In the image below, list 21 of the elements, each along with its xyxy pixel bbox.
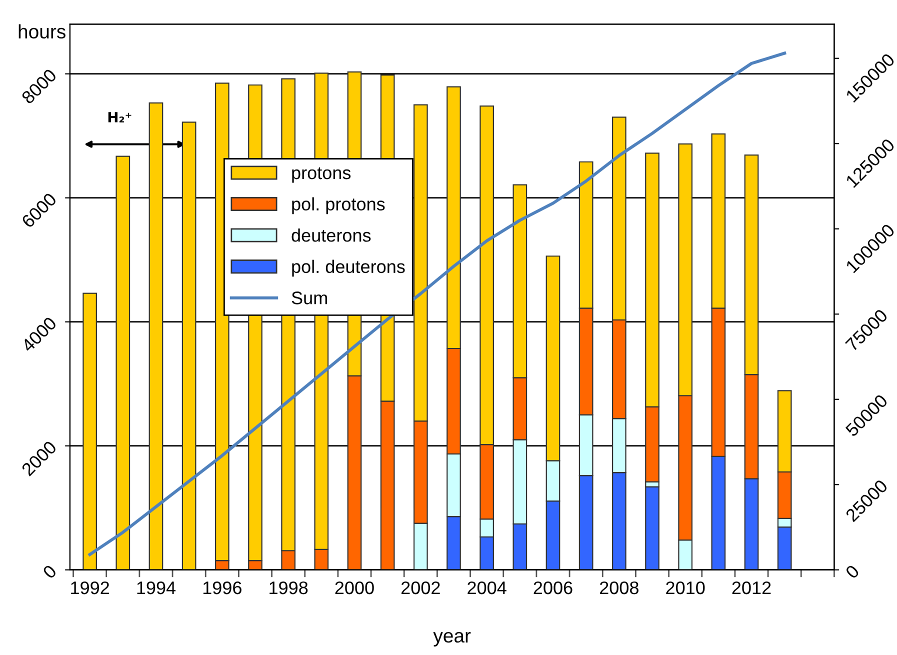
x-axis-title: year: [433, 632, 471, 646]
x-tick-label: 2008: [600, 581, 638, 594]
x-tick-label: 2004: [468, 581, 506, 594]
legend-label: pol. deuterons: [292, 260, 405, 277]
legend-label: Sum: [292, 292, 327, 304]
annotation: H₂⁺: [108, 112, 132, 122]
y2-tick-label: 0: [844, 564, 860, 580]
x-tick-label: 1996: [203, 581, 242, 594]
legend-label: pol. protons: [292, 197, 385, 214]
y-tick-label: 0: [42, 564, 58, 580]
legend-label: deuterons: [292, 228, 371, 242]
x-tick-label: 2012: [732, 581, 771, 594]
x-tick-label: 2006: [534, 581, 572, 594]
x-tick-label: 1998: [270, 581, 308, 594]
y-axis-title: hours: [18, 24, 66, 39]
x-tick-label: 1992: [71, 581, 109, 594]
x-tick-label: 2002: [401, 581, 440, 594]
x-tick-label: 2010: [666, 581, 705, 594]
legend-label: protons: [292, 167, 351, 183]
x-tick-label: 1994: [137, 581, 176, 594]
x-tick-label: 2000: [335, 581, 374, 594]
